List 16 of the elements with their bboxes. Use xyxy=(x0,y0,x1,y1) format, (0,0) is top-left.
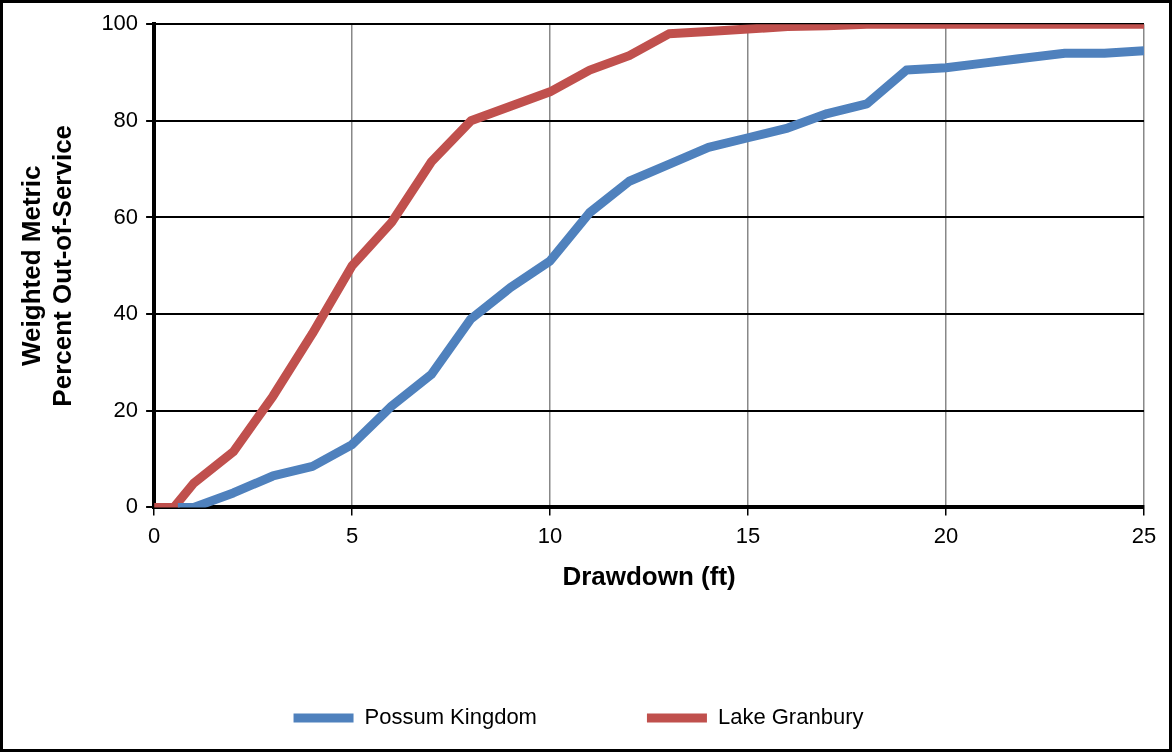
x-tick-label: 20 xyxy=(933,522,959,548)
y-tick-label: 100 xyxy=(101,10,139,36)
y-tick-label: 60 xyxy=(113,203,139,229)
x-tick-label: 5 xyxy=(345,522,359,548)
y-tick-label: 80 xyxy=(113,106,139,132)
x-tick-label: 25 xyxy=(1131,522,1157,548)
x-axis-title: Drawdown (ft) xyxy=(562,560,736,591)
y-tick-label: 40 xyxy=(113,300,139,326)
x-tick-label: 0 xyxy=(147,522,161,548)
x-tick-label: 10 xyxy=(537,522,563,548)
y-axis-title: Weighted Metric Percent Out-of-Service xyxy=(15,124,77,407)
legend-label: Lake Granbury xyxy=(717,704,864,730)
y-tick-label: 20 xyxy=(113,396,139,422)
x-tick-label: 15 xyxy=(735,522,761,548)
legend-label: Possum Kingdom xyxy=(364,704,537,730)
y-tick-label: 0 xyxy=(125,493,139,519)
